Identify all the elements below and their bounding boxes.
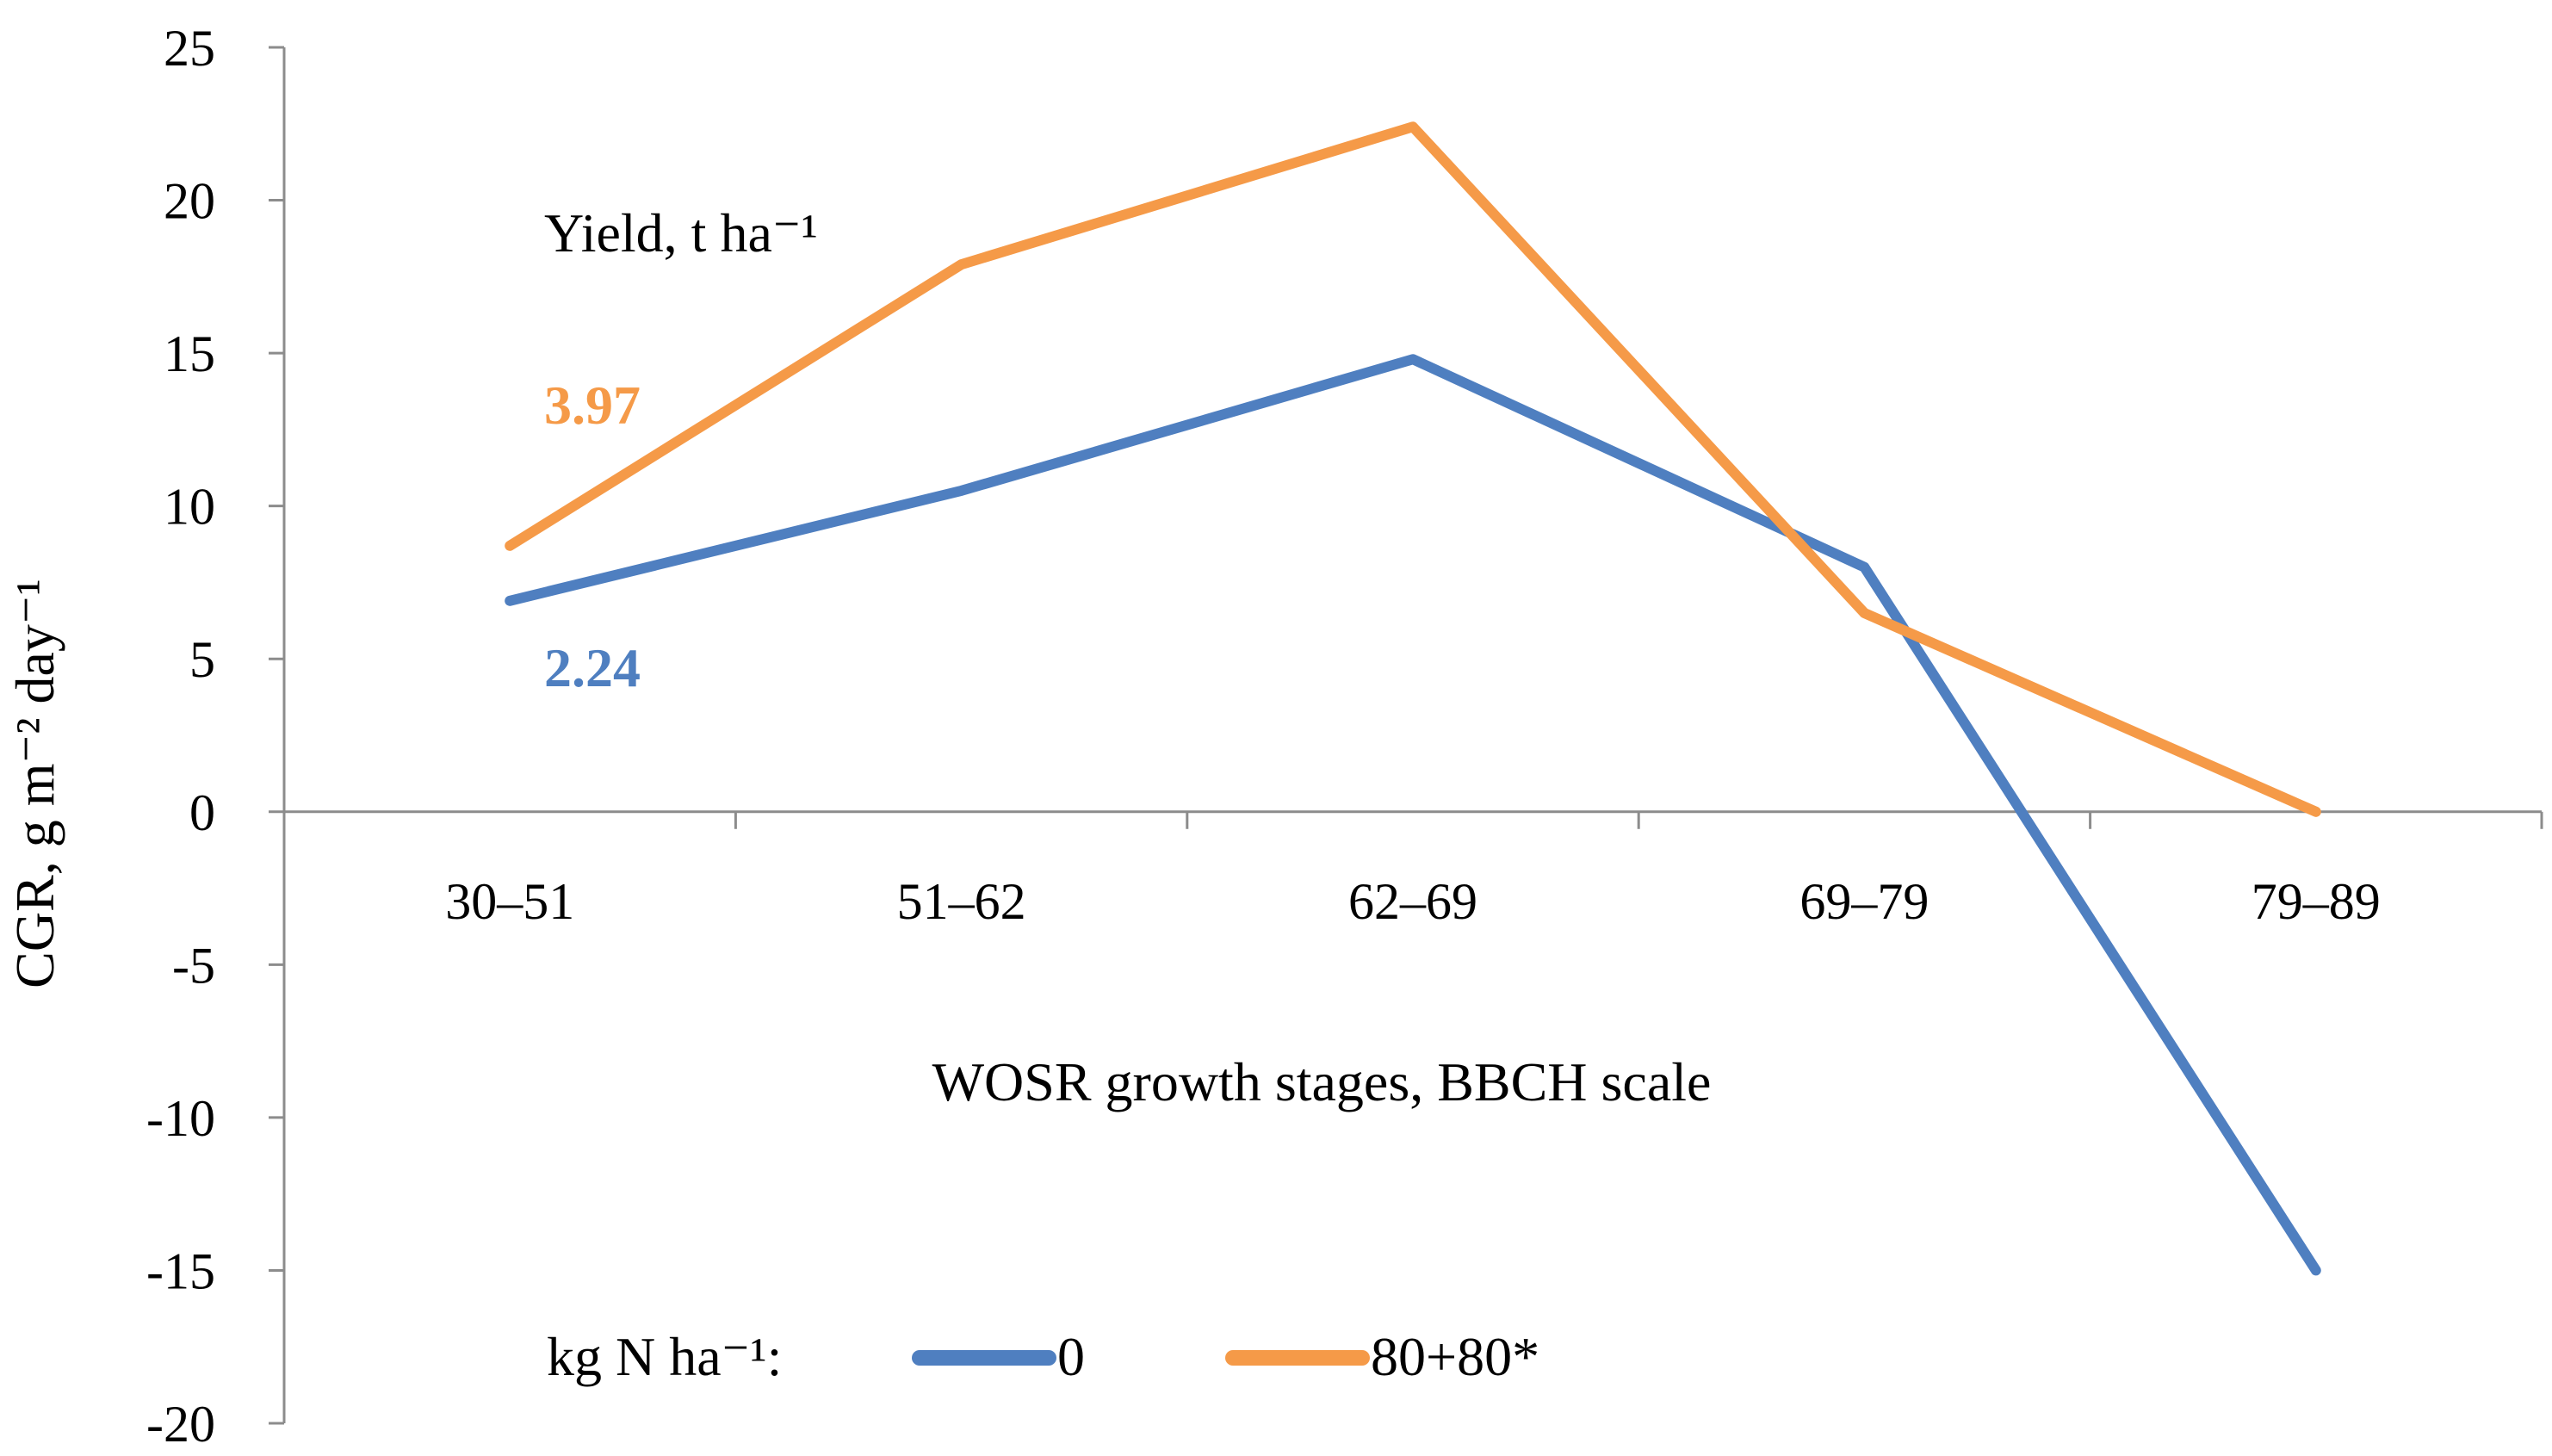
- series-point-1: [1861, 610, 1868, 616]
- y-tick-label: 5: [189, 631, 215, 688]
- x-tick-label: 79–89: [2252, 873, 2381, 930]
- series-point-0: [2313, 1267, 2319, 1273]
- x-axis: 30–51 51–62 62–69 69–79 79–89: [282, 810, 2543, 930]
- y-tick-label: 0: [189, 784, 215, 841]
- series-point-0: [958, 487, 964, 493]
- legend: kg N ha⁻¹: 0 80+80*: [547, 1326, 1539, 1387]
- series-line-0: [505, 354, 2321, 1276]
- y-tick-label: -15: [146, 1242, 215, 1299]
- y-axis-title: CGR, g m⁻² day⁻¹: [4, 579, 65, 988]
- y-tick-label: 25: [164, 20, 215, 77]
- x-tick-label: 69–79: [1799, 873, 1929, 930]
- legend-title: kg N ha⁻¹:: [547, 1326, 782, 1387]
- series-point-0: [1861, 564, 1868, 570]
- yield-value-0: 2.24: [544, 637, 641, 698]
- legend-label-1: 80+80*: [1371, 1326, 1539, 1387]
- x-tick-label: 51–62: [897, 873, 1026, 930]
- y-tick-label: 15: [164, 325, 215, 382]
- yield-value-80-80: 3.97: [544, 375, 641, 436]
- x-axis-title: WOSR growth stages, BBCH scale: [932, 1051, 1712, 1112]
- y-tick-label: -20: [146, 1396, 215, 1453]
- series-point-1: [1410, 124, 1415, 130]
- yield-annotation: Yield, t ha⁻¹: [544, 202, 818, 263]
- series-point-0: [1410, 356, 1415, 362]
- series-point-1: [958, 262, 964, 268]
- x-tick-label: 30–51: [445, 873, 574, 930]
- series-point-0: [507, 598, 513, 604]
- y-tick-label: -10: [146, 1090, 215, 1147]
- y-tick-label: 20: [164, 173, 215, 230]
- y-axis: 25 20 15 10 5 0 -5 -10 -15 -20: [146, 20, 286, 1453]
- y-tick-label: -5: [172, 937, 215, 994]
- series-lines: [505, 121, 2321, 1276]
- series-point-1: [2313, 809, 2319, 815]
- y-tick-label: 10: [164, 479, 215, 536]
- series-point-1: [507, 542, 513, 548]
- legend-label-0: 0: [1057, 1326, 1085, 1387]
- x-tick-label: 62–69: [1348, 873, 1477, 930]
